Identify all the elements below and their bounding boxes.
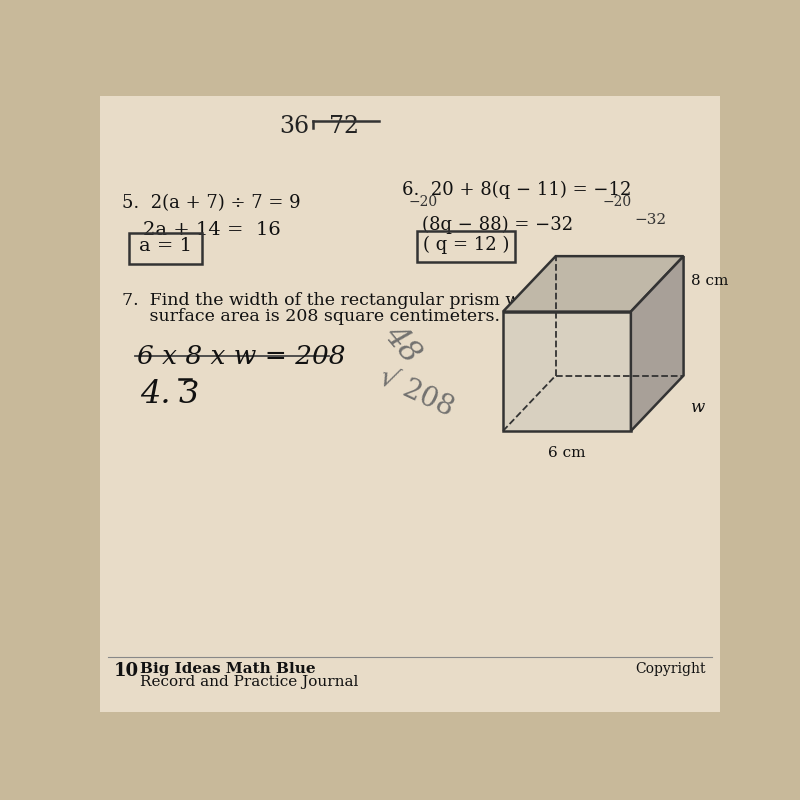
Text: Record and Practice Journal: Record and Practice Journal	[140, 675, 358, 689]
Text: 3: 3	[179, 379, 199, 410]
Text: Copyright: Copyright	[635, 662, 706, 676]
Text: 5.  2(a + 7) ÷ 7 = 9: 5. 2(a + 7) ÷ 7 = 9	[122, 194, 300, 213]
Text: −20: −20	[409, 194, 438, 209]
Text: surface area is 208 square centimeters.: surface area is 208 square centimeters.	[122, 308, 500, 325]
Polygon shape	[503, 256, 683, 311]
Text: Big Ideas Math Blue: Big Ideas Math Blue	[140, 662, 316, 676]
Text: ( q = 12 ): ( q = 12 )	[422, 235, 509, 254]
Text: (8q − 88) = −32: (8q − 88) = −32	[422, 215, 573, 234]
Text: √ 208: √ 208	[374, 363, 458, 422]
Text: −32: −32	[634, 213, 667, 227]
Text: 2a + 14 =  16: 2a + 14 = 16	[142, 221, 280, 238]
FancyBboxPatch shape	[100, 96, 720, 712]
Text: 6 cm: 6 cm	[548, 446, 586, 460]
Polygon shape	[631, 256, 683, 431]
Text: a = 1: a = 1	[138, 237, 192, 255]
Text: −20: −20	[602, 194, 631, 209]
Text: 36: 36	[279, 115, 310, 138]
Text: 7.  Find the width of the rectangular prism when the: 7. Find the width of the rectangular pri…	[122, 291, 586, 309]
Polygon shape	[503, 311, 631, 431]
Text: 6 x 8 x w = 208: 6 x 8 x w = 208	[138, 344, 346, 369]
Text: 8 cm: 8 cm	[691, 274, 729, 288]
Text: 6.  20 + 8(q − 11) = −12: 6. 20 + 8(q − 11) = −12	[402, 181, 632, 199]
Text: 48: 48	[378, 319, 426, 369]
Text: 72: 72	[329, 115, 359, 138]
Text: 4.: 4.	[140, 379, 171, 410]
Text: 10: 10	[114, 662, 139, 680]
Text: w: w	[690, 398, 704, 415]
